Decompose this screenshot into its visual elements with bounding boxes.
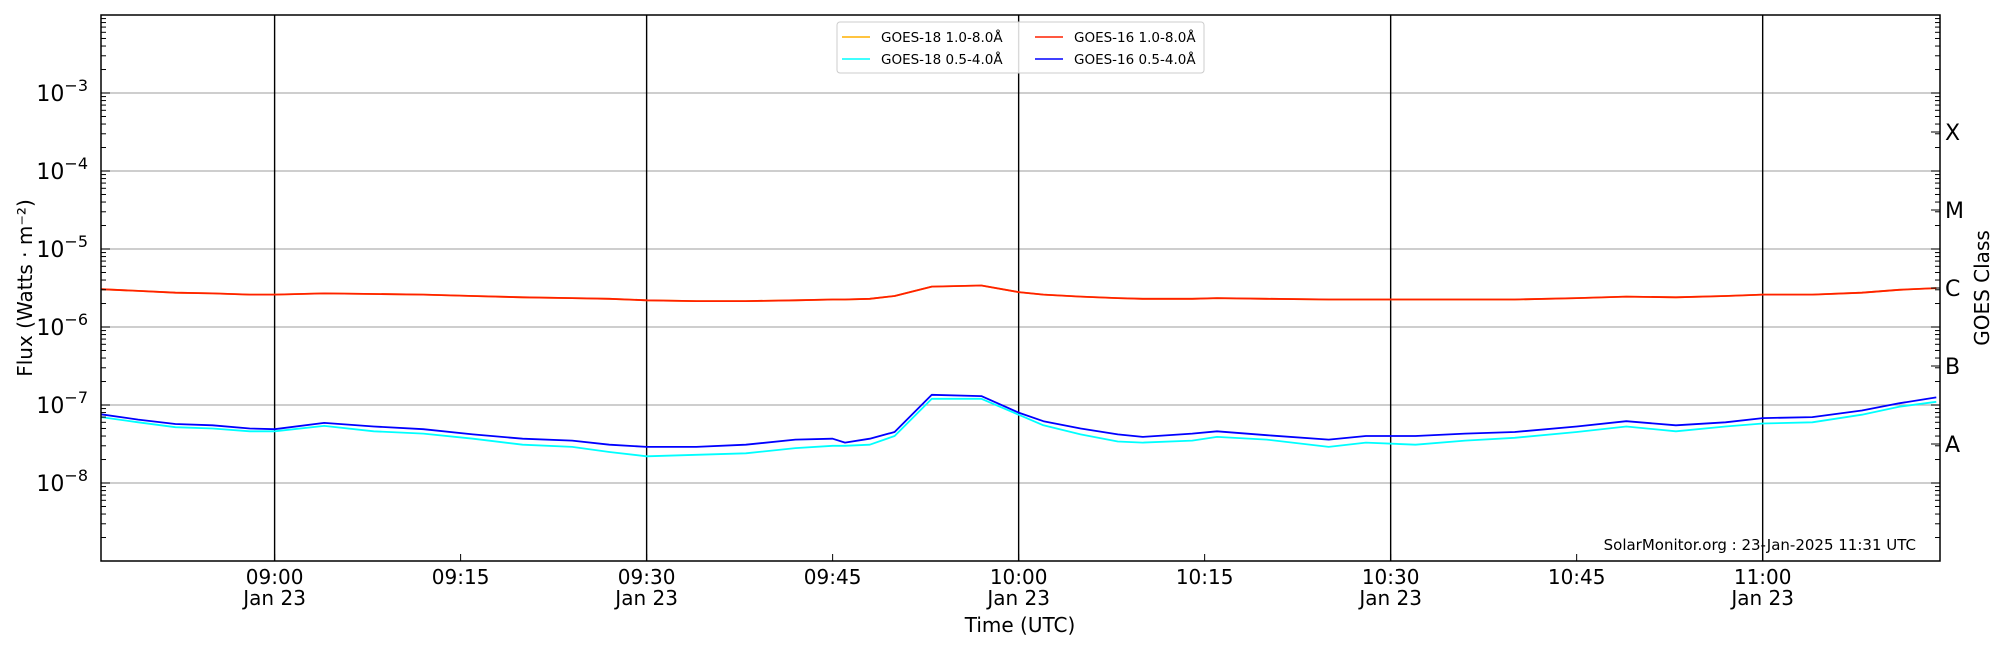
legend-label: GOES-18 0.5-4.0Å (881, 51, 1003, 68)
x-tick-label: 10:15 (1176, 565, 1234, 589)
x-tick-label: 09:30 (618, 565, 676, 589)
plot-frame (100, 14, 1941, 562)
x-tick-date-label: Jan 23 (985, 586, 1050, 610)
goes-class-label: X (1945, 121, 1960, 146)
y-tick-label: 10−5 (36, 232, 88, 263)
vertical-time-lines (273, 15, 1764, 561)
grid (101, 92, 1940, 484)
series-line-goes-18-0-5-4-0- (100, 397, 1937, 458)
y-tick-label: 10−3 (36, 76, 88, 107)
goes-class-label: C (1945, 277, 1960, 302)
legend-box (836, 21, 1205, 74)
x-tick-date-label: Jan 23 (1729, 586, 1794, 610)
y-axis-label: Flux (Watts · m⁻²) (13, 199, 37, 377)
y-tick-label: 10−8 (36, 466, 88, 497)
x-tick-date-label: Jan 23 (613, 586, 678, 610)
x-tick-date-label: Jan 23 (241, 586, 306, 610)
series-lines (100, 284, 1937, 458)
goes-class-label: A (1945, 433, 1960, 458)
x-axis-label: Time (UTC) (964, 613, 1076, 637)
x-tick-label: 09:15 (432, 565, 490, 589)
series-line-goes-16-1-0-8-0- (100, 284, 1937, 303)
x-tick-label: 09:45 (804, 565, 862, 589)
x-tick-label: 10:45 (1548, 565, 1606, 589)
x-tick-label: 10:00 (990, 565, 1048, 589)
x-tick-label: 11:00 (1734, 565, 1792, 589)
goes-class-label: M (1945, 199, 1964, 224)
source-annotation: SolarMonitor.org : 23-Jan-2025 11:31 UTC (1604, 536, 1916, 554)
legend: GOES-18 1.0-8.0Å GOES-18 0.5-4.0Å GOES-16 … (836, 21, 1205, 74)
x-tick-date-label: Jan 23 (1357, 586, 1422, 610)
goes-class-label: B (1945, 355, 1960, 380)
y-tick-label: 10−6 (36, 310, 88, 341)
legend-label: GOES-16 0.5-4.0Å (1074, 51, 1196, 68)
y-tick-label: 10−7 (36, 388, 88, 419)
x-tick-label: 10:30 (1362, 565, 1420, 589)
y2-axis-label: GOES Class (1970, 230, 1994, 346)
x-tick-label: 09:00 (246, 565, 304, 589)
legend-label: GOES-16 1.0-8.0Å (1074, 29, 1196, 46)
y-tick-label: 10−4 (36, 154, 88, 185)
legend-label: GOES-18 1.0-8.0Å (881, 29, 1003, 46)
series-line-goes-16-0-5-4-0- (100, 393, 1937, 448)
